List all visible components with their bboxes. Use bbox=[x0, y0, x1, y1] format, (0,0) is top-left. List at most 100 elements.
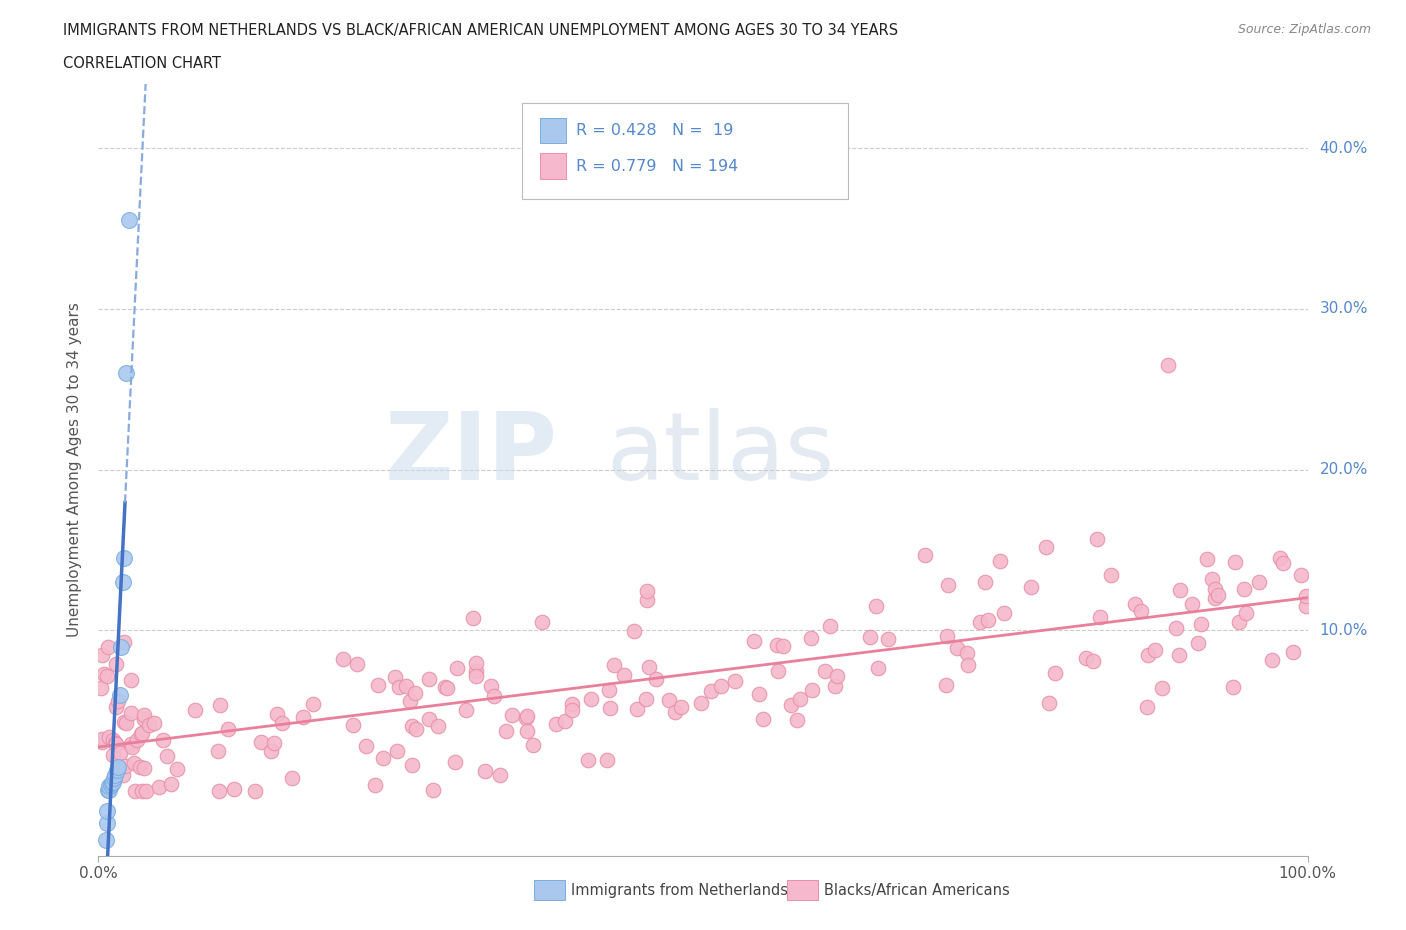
Point bbox=[444, 755, 467, 770]
Point bbox=[1201, 572, 1223, 587]
Point bbox=[866, 661, 889, 676]
Point bbox=[456, 702, 478, 717]
Point bbox=[93, 667, 115, 682]
Point bbox=[1197, 551, 1219, 566]
Point bbox=[122, 755, 145, 770]
Point bbox=[384, 670, 406, 684]
Text: Source: ZipAtlas.com: Source: ZipAtlas.com bbox=[1237, 23, 1371, 36]
Point bbox=[131, 725, 153, 740]
Point bbox=[936, 578, 959, 592]
Point bbox=[436, 681, 458, 696]
Point bbox=[302, 697, 325, 711]
Point bbox=[1168, 647, 1191, 662]
Text: Immigrants from Netherlands: Immigrants from Netherlands bbox=[571, 883, 787, 897]
Point bbox=[124, 784, 146, 799]
Point bbox=[104, 768, 127, 783]
Point bbox=[936, 629, 959, 644]
Point bbox=[143, 716, 166, 731]
Point bbox=[825, 669, 848, 684]
Point bbox=[515, 711, 537, 725]
Point bbox=[786, 712, 808, 727]
Point bbox=[1295, 599, 1317, 614]
Point bbox=[1099, 567, 1122, 582]
Point bbox=[96, 816, 118, 830]
Point bbox=[148, 780, 170, 795]
Text: 30.0%: 30.0% bbox=[1320, 301, 1368, 316]
Point bbox=[877, 631, 900, 646]
Point bbox=[183, 702, 205, 717]
Point bbox=[789, 691, 811, 706]
Point bbox=[166, 762, 188, 777]
Point bbox=[658, 692, 681, 707]
Point bbox=[342, 718, 364, 733]
Text: 40.0%: 40.0% bbox=[1320, 140, 1368, 155]
Point bbox=[243, 784, 266, 799]
Point bbox=[401, 758, 423, 773]
Point bbox=[132, 708, 155, 723]
Point bbox=[114, 759, 136, 774]
Point bbox=[465, 668, 488, 683]
Point bbox=[935, 678, 957, 693]
Point bbox=[112, 635, 135, 650]
Point bbox=[404, 685, 426, 700]
Point bbox=[576, 753, 599, 768]
Point bbox=[1272, 556, 1295, 571]
Point bbox=[516, 724, 538, 738]
Point bbox=[969, 614, 991, 629]
Point bbox=[111, 768, 134, 783]
Point bbox=[364, 777, 387, 792]
Point bbox=[107, 760, 129, 775]
Point bbox=[1260, 652, 1282, 667]
Point bbox=[554, 713, 576, 728]
Point bbox=[1129, 604, 1152, 618]
Point bbox=[427, 718, 450, 733]
Point bbox=[945, 641, 967, 656]
Point bbox=[800, 631, 823, 646]
Point bbox=[1164, 621, 1187, 636]
Point bbox=[100, 777, 122, 792]
Point bbox=[1136, 648, 1159, 663]
Point bbox=[94, 832, 117, 847]
Point bbox=[752, 712, 775, 727]
Point bbox=[1168, 583, 1191, 598]
Point bbox=[1295, 589, 1317, 604]
Point bbox=[1268, 551, 1291, 565]
Point bbox=[97, 639, 120, 654]
Point bbox=[395, 678, 418, 693]
Point bbox=[1156, 358, 1178, 373]
Text: 20.0%: 20.0% bbox=[1320, 462, 1368, 477]
Point bbox=[766, 637, 789, 652]
Point bbox=[105, 657, 128, 671]
Point bbox=[271, 716, 294, 731]
Point bbox=[105, 737, 128, 751]
Point bbox=[1143, 643, 1166, 658]
Point bbox=[748, 686, 770, 701]
Point bbox=[977, 613, 1000, 628]
Point bbox=[266, 707, 288, 722]
Point bbox=[388, 680, 411, 695]
Point bbox=[465, 656, 488, 671]
Point bbox=[132, 711, 155, 726]
Point bbox=[956, 645, 979, 660]
Point bbox=[105, 763, 128, 777]
Point bbox=[1035, 539, 1057, 554]
Point bbox=[120, 672, 142, 687]
Point bbox=[780, 698, 803, 712]
Point bbox=[603, 658, 626, 672]
Point bbox=[690, 696, 713, 711]
Point bbox=[1208, 588, 1230, 603]
Point bbox=[818, 618, 841, 633]
Point bbox=[281, 770, 304, 785]
Point bbox=[260, 743, 283, 758]
Point bbox=[636, 593, 658, 608]
Point bbox=[207, 743, 229, 758]
Point bbox=[801, 683, 824, 698]
Point bbox=[1123, 597, 1146, 612]
Y-axis label: Unemployment Among Ages 30 to 34 years: Unemployment Among Ages 30 to 34 years bbox=[67, 302, 83, 637]
Point bbox=[422, 782, 444, 797]
Point bbox=[461, 611, 484, 626]
Point bbox=[132, 761, 155, 776]
Point bbox=[579, 691, 602, 706]
Text: atlas: atlas bbox=[606, 408, 835, 500]
Point bbox=[598, 683, 620, 698]
